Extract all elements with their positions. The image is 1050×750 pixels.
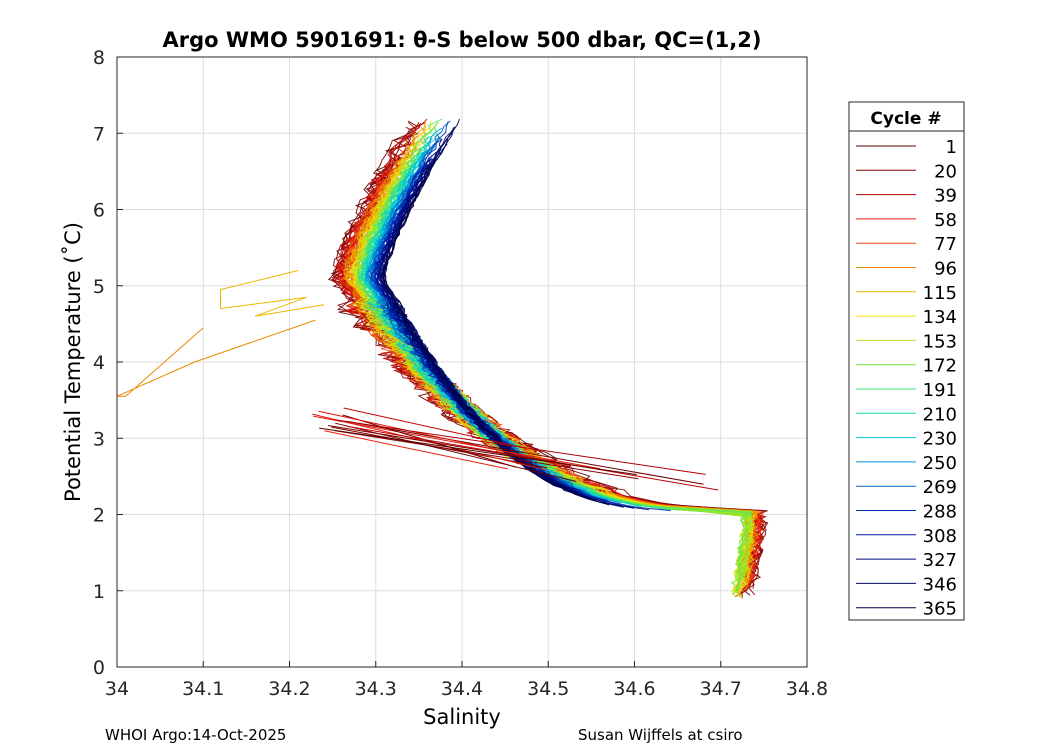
chart-title: Argo WMO 5901691: θ-S below 500 dbar, QC…: [163, 28, 762, 52]
legend-label-210: 210: [923, 404, 957, 425]
y-tick-label: 2: [93, 505, 105, 527]
legend-label-20: 20: [934, 161, 957, 182]
profile-trace: [319, 427, 637, 476]
legend-label-153: 153: [923, 331, 957, 352]
profile-trace: [347, 420, 704, 485]
profile-trace: [324, 430, 508, 470]
y-tick-label: 5: [93, 276, 105, 298]
legend-label-288: 288: [923, 502, 957, 523]
y-tick-label: 8: [93, 47, 105, 69]
legend-box: [848, 101, 965, 621]
legend-label-230: 230: [923, 429, 957, 450]
x-tick-label: 34.5: [527, 678, 569, 700]
legend-label-308: 308: [923, 526, 957, 547]
x-tick-label: 34.7: [700, 678, 742, 700]
legend-entries: 1 20 39 58 77 96 115 134 153 172 191 210 230 250 269 28…: [856, 137, 957, 620]
profile-traces: [116, 118, 769, 599]
x-tick-label: 34: [105, 678, 129, 700]
y-tick-label: 1: [93, 581, 105, 603]
legend-label-365: 365: [923, 599, 957, 620]
x-tick-label: 34.8: [786, 678, 828, 700]
legend-title: Cycle #: [870, 109, 941, 129]
legend-label-115: 115: [923, 283, 957, 304]
profile-trace: [335, 430, 639, 480]
profile-trace: [318, 410, 572, 467]
x-tick-label: 34.4: [441, 678, 483, 700]
legend-label-39: 39: [934, 186, 957, 207]
x-tick-label: 34.6: [613, 678, 655, 700]
legend-label-191: 191: [923, 380, 957, 401]
x-tick-label: 34.3: [355, 678, 397, 700]
footer-right: Susan Wijffels at csiro: [578, 726, 743, 744]
x-tick-label: 34.1: [182, 678, 224, 700]
y-axis: 0 1 2 3 4 5 6 7 8: [93, 47, 123, 679]
legend-label-269: 269: [923, 477, 957, 498]
x-axis-label: Salinity: [423, 705, 501, 729]
x-tick-label: 34.2: [268, 678, 310, 700]
y-tick-label: 3: [93, 428, 105, 450]
y-tick-label: 4: [93, 352, 105, 374]
y-tick-label: 7: [93, 123, 105, 145]
legend-label-77: 77: [934, 234, 957, 255]
y-tick-label: 0: [93, 657, 105, 679]
legend-label-58: 58: [934, 210, 957, 231]
x-axis: 34 34.1 34.2 34.3 34.4 34.5 34.6 34.7 34.8: [105, 661, 828, 700]
profile-trace: [383, 157, 575, 495]
legend-label-96: 96: [934, 259, 957, 280]
legend: Cycle # 1 20 39 58 77 96 115 134 153 172 191 210 230…: [848, 101, 965, 621]
profile-trace: [342, 414, 516, 468]
legend-label-172: 172: [923, 356, 957, 377]
profile-trace: [382, 118, 610, 506]
y-tick-label: 6: [93, 200, 105, 222]
profile-trace: [327, 425, 565, 465]
legend-label-134: 134: [923, 307, 957, 328]
profile-trace: [343, 407, 524, 449]
profile-trace: [313, 415, 601, 470]
legend-label-346: 346: [923, 574, 957, 595]
profile-trace: [334, 419, 706, 475]
legend-label-250: 250: [923, 453, 957, 474]
y-axis-label: Potential Temperature (˚C): [61, 222, 85, 502]
profile-trace-outlier: [220, 270, 325, 317]
legend-label-327: 327: [923, 550, 957, 571]
footer-left: WHOI Argo:14-Oct-2025: [105, 726, 287, 744]
legend-label-1: 1: [946, 137, 957, 158]
profile-trace: [351, 182, 753, 599]
